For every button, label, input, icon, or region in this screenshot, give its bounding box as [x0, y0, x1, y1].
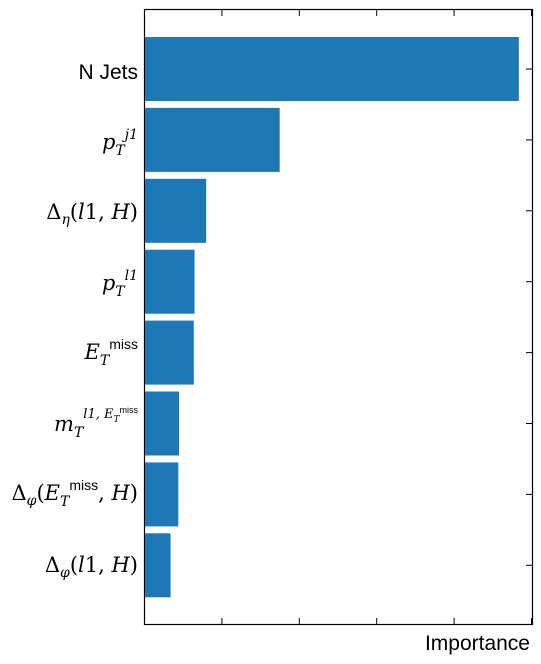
category-label-n-jets: N Jets: [78, 61, 138, 84]
category-label-et-miss: ETmiss: [84, 336, 138, 369]
bar-8: [145, 533, 171, 598]
bar-6: [145, 391, 180, 456]
category-label-pt-j1: pTj1: [102, 127, 138, 159]
bar-3: [145, 178, 207, 243]
x-axis-label: Importance: [425, 632, 530, 655]
bar-4: [145, 249, 195, 314]
category-label-mt-l1-etmiss: mTl1, ETmiss: [54, 405, 138, 441]
bar-5: [145, 320, 194, 385]
category-label-delta-phi-etmiss-h: Δφ(ETmiss, H): [11, 477, 138, 510]
category-label-delta-eta-l1-h: Δη(l1, H): [46, 200, 138, 228]
category-label-pt-l1: pTl1: [102, 268, 138, 300]
bar-7: [145, 462, 179, 527]
plot-frame: [143, 8, 534, 626]
ticks-group: [221, 10, 532, 624]
bars-group: [145, 37, 519, 598]
category-label-delta-phi-l1-h: Δφ(l1, H): [45, 553, 138, 581]
bar-1: [145, 37, 519, 101]
bar-2: [145, 107, 280, 172]
